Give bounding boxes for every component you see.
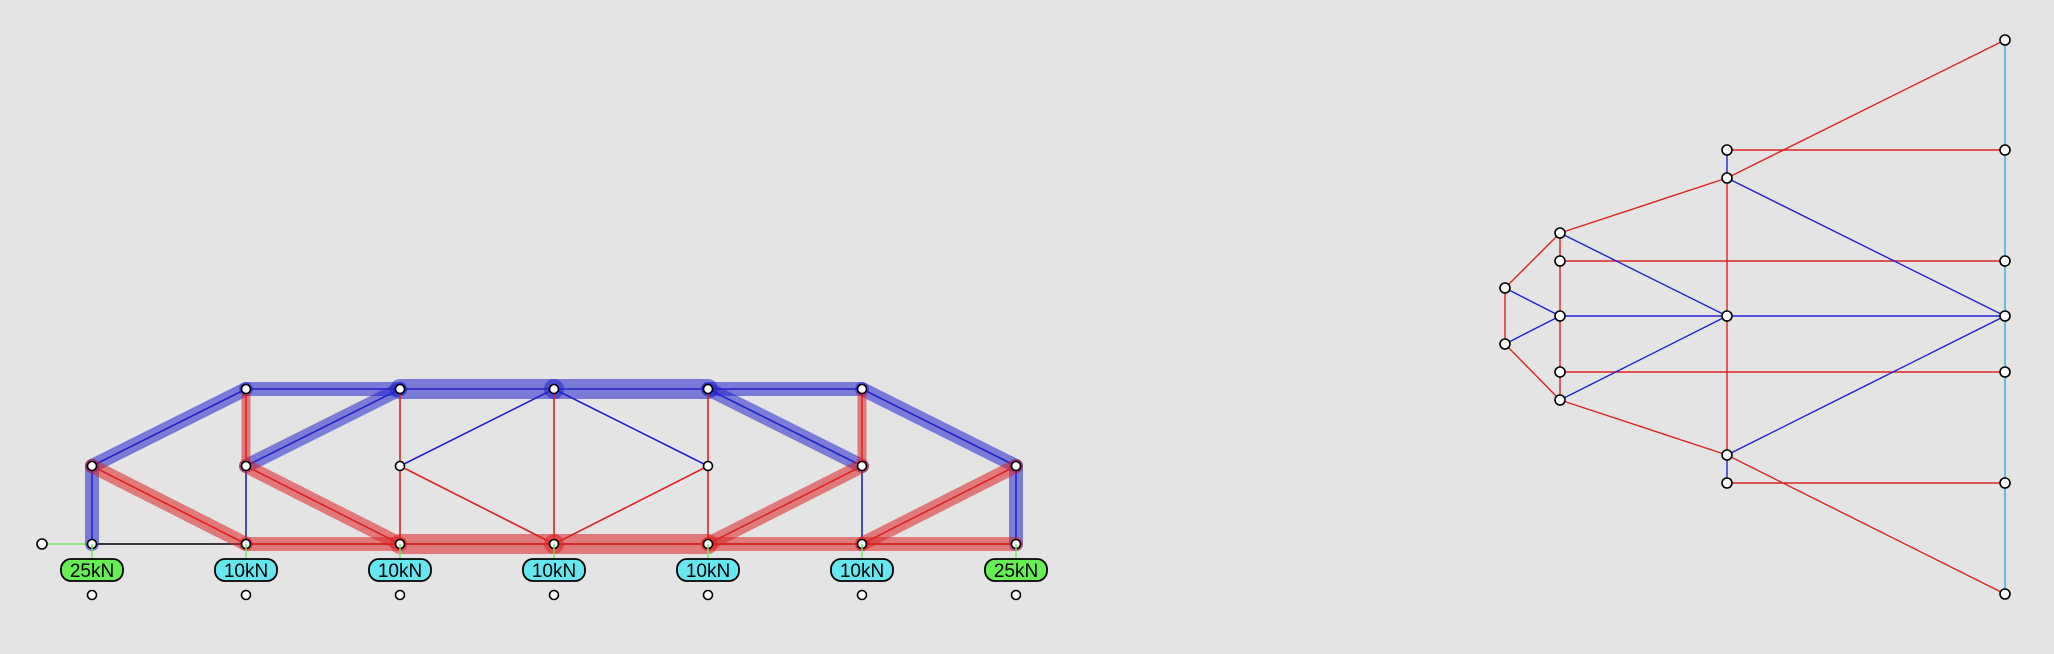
truss-nodes (36, 383, 1022, 550)
compression-member (707, 388, 863, 467)
force-vertex (1999, 310, 2011, 322)
compression-force (1559, 232, 1728, 317)
compression-member (553, 388, 709, 467)
force-vertex (1499, 338, 1511, 350)
truss-joint (856, 383, 868, 395)
load-badge (368, 558, 432, 582)
truss-joint (702, 460, 714, 472)
load-badge (984, 558, 1048, 582)
force-vertex (1554, 310, 1566, 322)
force-vertex (1999, 477, 2011, 489)
truss-joint (394, 383, 406, 395)
load-anchor-node (548, 589, 560, 601)
load-anchor-node (702, 589, 714, 601)
tension-member (553, 465, 709, 545)
force-vertex (1999, 588, 2011, 600)
force-nodes (1499, 34, 2011, 600)
load-badge (830, 558, 894, 582)
force-vertex (1721, 172, 1733, 184)
force-vertex (1721, 144, 1733, 156)
load-badge (522, 558, 586, 582)
compression-force (1726, 315, 2006, 456)
load-anchor-node (856, 589, 868, 601)
compression-force (1504, 287, 1561, 317)
tension-force (1726, 454, 2006, 595)
compression-force (1504, 315, 1561, 345)
compression-member (861, 388, 1017, 467)
load-label: 10kN (840, 561, 884, 582)
force-vertex (1999, 144, 2011, 156)
force-lines (1504, 39, 2006, 595)
truss-form-diagram: 25kN 10kN 10kN 10kN 10kN 10kN 25kN (36, 379, 1048, 601)
truss-loads: 25kN 10kN 10kN 10kN 10kN 10kN 25kN (60, 544, 1048, 601)
tension-member (861, 465, 1017, 545)
tension-force (1504, 232, 1561, 289)
load-anchor-node (240, 589, 252, 601)
force-vertex (1721, 310, 1733, 322)
truss-joint (856, 460, 868, 472)
compression-member (91, 388, 247, 467)
load-label: 25kN (994, 561, 1038, 582)
load-anchor-node (1010, 589, 1022, 601)
truss-joint (86, 460, 98, 472)
truss-joint (240, 460, 252, 472)
force-vertex (1554, 366, 1566, 378)
force-vertex (1554, 227, 1566, 239)
force-vertex (1999, 34, 2011, 46)
load-anchor-node (394, 589, 406, 601)
compression-force (1726, 177, 2006, 317)
force-diagram (1499, 34, 2011, 600)
truss-joint (548, 383, 560, 395)
truss-joint (240, 383, 252, 395)
tension-force (1726, 39, 2006, 179)
compression-member (245, 388, 401, 467)
tension-member (707, 465, 863, 545)
tension-force (1559, 177, 1728, 234)
force-vertex (1999, 255, 2011, 267)
compression-force (1559, 315, 1728, 401)
load-badge (60, 558, 124, 582)
truss-members (42, 379, 1023, 554)
force-vertex (1499, 282, 1511, 294)
load-badge (676, 558, 740, 582)
load-label: 25kN (70, 561, 114, 582)
truss-joint (1010, 460, 1022, 472)
compression-member (399, 388, 555, 467)
load-badge (214, 558, 278, 582)
truss-joint (394, 460, 406, 472)
tension-member (399, 465, 555, 545)
load-label: 10kN (686, 561, 730, 582)
tension-force (1504, 343, 1561, 401)
tension-member (91, 465, 247, 545)
force-vertex (1721, 449, 1733, 461)
force-vertex (1554, 394, 1566, 406)
truss-joint (702, 383, 714, 395)
load-label: 10kN (224, 561, 268, 582)
force-vertex (1721, 477, 1733, 489)
force-vertex (1999, 366, 2011, 378)
load-anchor-node (86, 589, 98, 601)
reaction-node (36, 538, 48, 550)
load-label: 10kN (378, 561, 422, 582)
force-vertex (1554, 255, 1566, 267)
load-label: 10kN (532, 561, 576, 582)
tension-member (245, 465, 401, 545)
tension-force (1559, 399, 1728, 456)
